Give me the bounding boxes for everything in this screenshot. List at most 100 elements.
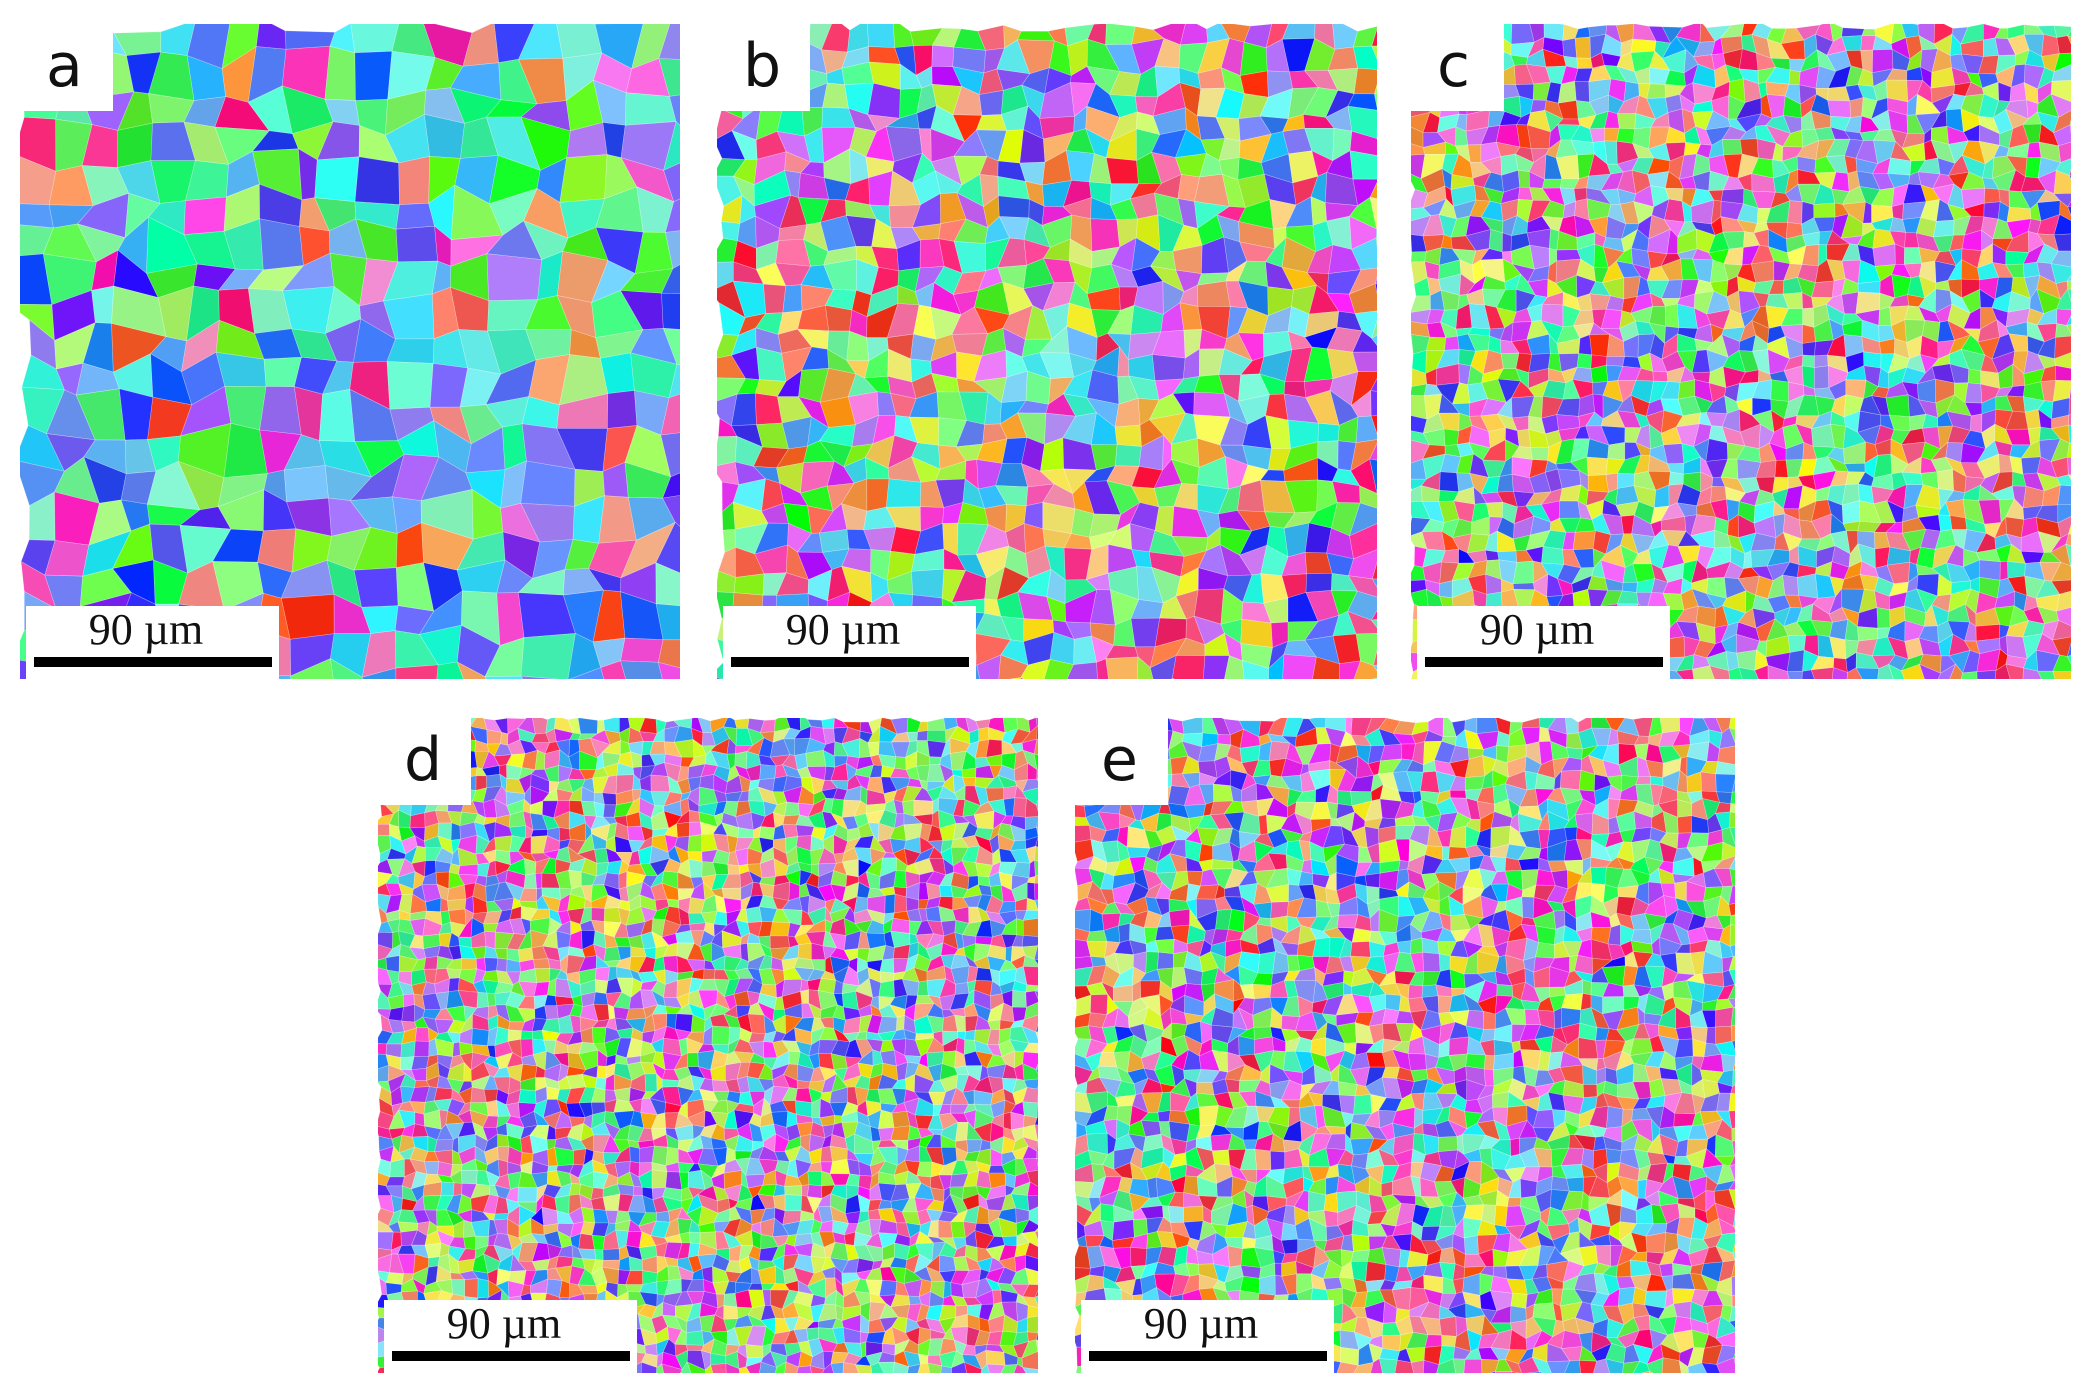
grain bbox=[1695, 684, 1716, 702]
grain bbox=[1999, 561, 2009, 581]
grain bbox=[1411, 565, 1426, 581]
grain bbox=[1349, 502, 1377, 537]
grain bbox=[1802, 307, 1815, 328]
grain bbox=[931, 683, 955, 708]
grain bbox=[669, 94, 680, 126]
grain bbox=[2057, 504, 2071, 524]
grain bbox=[314, 156, 360, 203]
grain bbox=[1861, 685, 1876, 701]
grain bbox=[976, 654, 1002, 679]
grain bbox=[917, 980, 929, 996]
grain bbox=[1708, 684, 1731, 701]
grain bbox=[395, 664, 439, 679]
grain bbox=[1788, 69, 1801, 86]
grain bbox=[414, 1027, 430, 1042]
grain bbox=[657, 639, 680, 669]
grain bbox=[1766, 680, 1789, 703]
grain bbox=[413, 1040, 430, 1058]
grain bbox=[1349, 150, 1377, 180]
grain bbox=[851, 689, 872, 714]
grain bbox=[556, 24, 603, 59]
grain bbox=[1926, 681, 1937, 702]
grain bbox=[600, 660, 627, 679]
grain bbox=[1035, 718, 1038, 727]
grain bbox=[1359, 485, 1377, 509]
grain bbox=[2065, 533, 2071, 547]
grain bbox=[1339, 660, 1361, 679]
grain bbox=[1353, 67, 1377, 95]
grain bbox=[1765, 81, 1790, 97]
scale-bar bbox=[34, 657, 272, 667]
grain bbox=[2066, 685, 2091, 697]
grain bbox=[658, 58, 680, 97]
grain bbox=[1542, 682, 1560, 700]
grain bbox=[1347, 93, 1377, 111]
grain bbox=[687, 834, 703, 853]
grain bbox=[1024, 797, 1038, 818]
grain bbox=[890, 917, 911, 934]
grain bbox=[878, 980, 896, 998]
grain bbox=[350, 24, 400, 54]
grain bbox=[1888, 663, 1905, 679]
grain bbox=[1469, 682, 1486, 702]
grain bbox=[908, 688, 940, 706]
grain bbox=[1036, 799, 1038, 806]
grain bbox=[1137, 682, 1159, 712]
grain bbox=[769, 921, 791, 937]
grain bbox=[894, 893, 908, 914]
grain bbox=[2072, 336, 2086, 352]
grain bbox=[2073, 627, 2088, 637]
grain bbox=[1012, 797, 1027, 818]
grain bbox=[471, 1027, 490, 1046]
grain bbox=[711, 1025, 731, 1046]
grain bbox=[819, 529, 850, 553]
grain bbox=[535, 872, 543, 890]
grain bbox=[1994, 681, 2011, 701]
grain bbox=[1041, 918, 1052, 938]
grain bbox=[1355, 415, 1377, 444]
grain bbox=[1781, 680, 1801, 701]
grain bbox=[664, 198, 680, 233]
grain bbox=[1685, 682, 1700, 702]
grain bbox=[2053, 124, 2071, 147]
grain bbox=[1440, 683, 1461, 704]
grain bbox=[650, 774, 671, 793]
grain bbox=[1664, 303, 1680, 329]
grain bbox=[1648, 681, 1666, 699]
grain bbox=[1431, 682, 1443, 703]
grain bbox=[2070, 503, 2071, 505]
grain bbox=[520, 1030, 533, 1040]
grain bbox=[931, 44, 955, 68]
grain bbox=[1891, 203, 1904, 220]
grain bbox=[378, 1043, 388, 1055]
grain bbox=[748, 1032, 766, 1043]
grain bbox=[911, 568, 945, 599]
grain bbox=[1849, 97, 1864, 118]
grain bbox=[2068, 524, 2071, 535]
grain bbox=[117, 704, 146, 744]
grain bbox=[499, 732, 509, 746]
grain bbox=[2058, 141, 2071, 163]
grain bbox=[1105, 157, 1139, 185]
grain bbox=[1020, 658, 1051, 679]
label-notch bbox=[18, 22, 113, 111]
grain bbox=[1381, 350, 1397, 383]
grain bbox=[2066, 280, 2071, 290]
grain bbox=[1033, 738, 1038, 756]
grain bbox=[1371, 45, 1377, 60]
grain bbox=[1801, 354, 1815, 368]
grain bbox=[1411, 485, 1423, 503]
grain bbox=[661, 264, 680, 295]
grain bbox=[1114, 444, 1142, 467]
grain bbox=[1369, 458, 1377, 494]
grain bbox=[1652, 371, 1669, 382]
grain bbox=[520, 1038, 534, 1058]
grain bbox=[385, 955, 400, 973]
grain bbox=[2053, 169, 2071, 195]
grain bbox=[658, 24, 680, 60]
grain bbox=[1371, 319, 1377, 340]
grain bbox=[1802, 341, 1816, 357]
grain bbox=[2056, 590, 2071, 612]
grain bbox=[533, 958, 551, 969]
